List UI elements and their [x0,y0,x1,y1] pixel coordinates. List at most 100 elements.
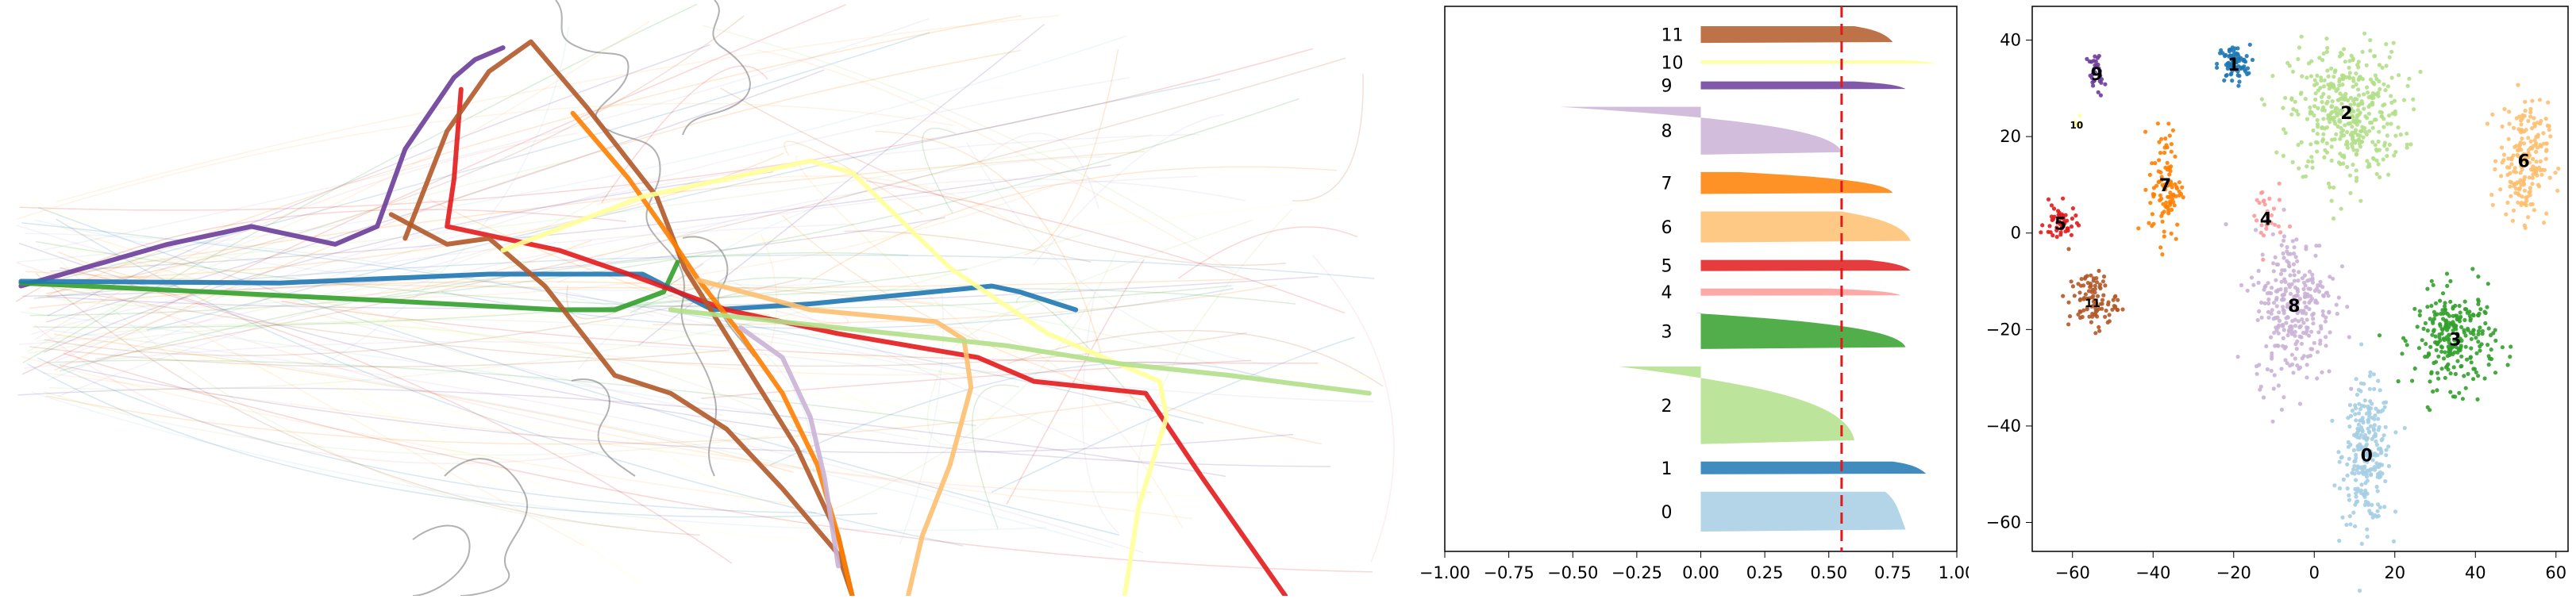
tsne-point-cluster-5 [2060,222,2065,227]
tsne-point-cluster-3 [2438,324,2443,328]
tsne-point-cluster-8 [2281,297,2286,301]
tsne-point-cluster-3 [2451,365,2456,370]
tsne-point-cluster-8 [2321,293,2326,298]
tsne-point-cluster-6 [2541,131,2546,136]
background-trajectory [34,324,595,464]
tsne-point-cluster-8 [2281,251,2285,256]
tsne-point-cluster-2 [2347,71,2352,75]
tsne-point-cluster-2 [2259,97,2264,102]
tsne-point-cluster-8 [2281,305,2285,309]
tsne-point-cluster-0 [2353,403,2358,408]
tsne-point-cluster-0 [2353,524,2358,528]
tsne-point-cluster-0 [2372,386,2377,391]
tsne-point-cluster-3 [2482,376,2487,381]
tsne-point-cluster-3 [2474,370,2478,374]
tsne-point-cluster-2 [2297,166,2301,171]
tsne-point-cluster-8 [2255,317,2260,323]
tsne-point-cluster-3 [2462,328,2466,332]
tsne-point-cluster-8 [2245,288,2250,293]
tsne-point-cluster-11 [2085,305,2089,309]
tsne-point-cluster-7 [2160,182,2165,187]
silhouette-bar-cluster-8 [1560,106,1842,155]
tsne-point-cluster-8 [2292,252,2297,256]
tsne-point-cluster-3 [2471,328,2476,332]
route-cluster-8 [737,325,841,569]
tsne-y-tick-label: 0 [2011,224,2021,243]
tsne-point-cluster-3 [2451,306,2455,311]
tsne-point-cluster-6 [2493,167,2497,171]
tsne-point-cluster-0 [2345,473,2350,478]
tsne-point-cluster-6 [2504,212,2509,217]
tsne-point-cluster-3 [2453,303,2458,308]
tsne-point-cluster-8 [2289,307,2293,312]
tsne-point-cluster-4 [2277,181,2281,186]
tsne-point-cluster-0 [2354,452,2358,458]
tsne-point-cluster-0 [2366,430,2372,435]
tsne-point-cluster-4 [2254,218,2259,223]
tsne-point-cluster-7 [2159,196,2164,202]
tsne-point-cluster-0 [2370,458,2375,463]
tsne-point-cluster-3 [2412,366,2417,371]
tsne-point-cluster-8 [2284,321,2289,325]
tsne-point-cluster-0 [2363,488,2368,493]
tsne-point-cluster-4 [2265,209,2270,213]
tsne-cluster-label: 0 [2361,446,2373,466]
tsne-point-cluster-8 [2283,358,2288,363]
tsne-point-cluster-7 [2158,193,2162,198]
tsne-point-cluster-6 [2499,174,2504,179]
tsne-point-cluster-6 [2543,167,2547,172]
tsne-point-cluster-11 [2093,290,2097,295]
tsne-point-cluster-2 [2366,129,2372,133]
tsne-point-cluster-2 [2347,65,2351,70]
tsne-point-cluster-8 [2318,341,2323,346]
tsne-point-cluster-3 [2428,408,2432,413]
tsne-point-cluster-0 [2360,428,2365,432]
tsne-point-cluster-11 [2100,301,2104,306]
tsne-point-cluster-6 [2547,175,2552,180]
tsne-point-cluster-2 [2321,84,2326,89]
tsne-point-cluster-0 [2359,541,2364,547]
tsne-point-cluster-0 [2364,442,2369,447]
tsne-point-cluster-0 [2358,407,2362,412]
tsne-point-cluster-2 [2337,83,2342,88]
background-trajectory [899,286,944,545]
tsne-point-cluster-11 [2076,312,2081,317]
background-trajectory [24,310,1232,497]
tsne-point-cluster-0 [2355,499,2360,504]
tsne-point-cluster-11 [2093,313,2098,317]
tsne-point-cluster-2 [2339,206,2343,211]
tsne-point-cluster-3 [2427,352,2432,357]
tsne-point-cluster-2 [2364,63,2369,67]
tsne-point-cluster-5 [2074,213,2078,218]
tsne-point-cluster-0 [2337,539,2342,543]
tsne-point-cluster-2 [2329,144,2334,149]
tsne-point-cluster-8 [2256,280,2261,285]
tsne-point-cluster-3 [2505,363,2510,367]
background-trajectory [26,159,570,353]
background-trajectory [172,347,1113,548]
tsne-point-cluster-9 [2097,68,2102,73]
tsne-point-cluster-3 [2443,318,2449,323]
tsne-point-cluster-1 [2223,54,2228,59]
tsne-point-cluster-2 [2319,75,2324,80]
tsne-point-cluster-0 [2374,514,2379,519]
tsne-point-cluster-8 [2307,278,2312,282]
tsne-point-cluster-3 [2509,344,2513,349]
background-trajectory [781,214,1323,445]
tsne-point-cluster-1 [2236,64,2241,69]
tsne-point-cluster-0 [2365,491,2370,496]
background-trajectory [649,279,1218,367]
tsne-point-cluster-3 [2459,354,2464,359]
tsne-point-cluster-3 [2439,349,2444,354]
tsne-point-cluster-3 [2466,371,2470,376]
background-trajectory [1292,73,1364,202]
tsne-point-cluster-5 [2069,232,2074,237]
silhouette-x-tick-label: 0.75 [1874,563,1912,582]
tsne-point-cluster-4 [2257,201,2262,205]
silhouette-bar-cluster-0 [1700,491,1906,532]
tsne-point-cluster-2 [2412,107,2416,112]
background-trajectory [926,369,1038,446]
tsne-point-cluster-8 [2308,286,2312,291]
tsne-point-cluster-2 [2392,153,2397,158]
tsne-point-cluster-0 [2351,447,2356,453]
